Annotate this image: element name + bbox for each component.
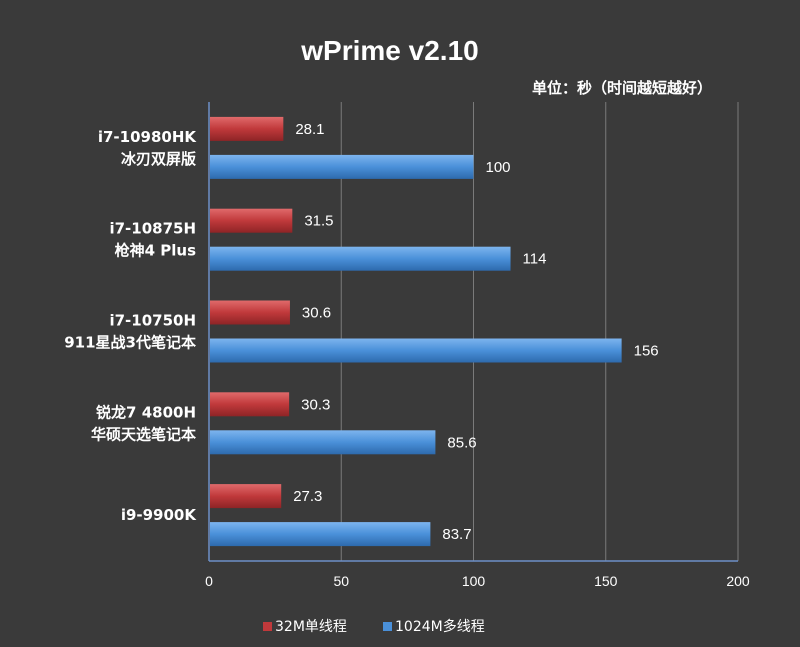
x-tick-label: 200	[726, 573, 750, 589]
category-label: 华硕天选笔记本	[91, 425, 196, 443]
data-label: 30.3	[301, 396, 330, 413]
legend-swatch	[263, 622, 272, 631]
category-label: i7-10875H	[109, 220, 196, 238]
bar-single-thread	[210, 208, 293, 233]
category-label: 锐龙7 4800H	[96, 403, 196, 421]
x-tick-label: 50	[333, 573, 349, 589]
legend-label: 32M单线程	[275, 619, 347, 635]
data-label: 100	[486, 159, 511, 176]
data-label: 83.7	[442, 526, 471, 543]
category-label: i7-10980HK	[98, 128, 198, 146]
x-tick-label: 0	[205, 573, 213, 589]
bar-single-thread	[210, 484, 282, 509]
bar-multi-thread	[210, 338, 622, 363]
data-label: 31.5	[304, 213, 333, 230]
category-label: 枪神4 Plus	[115, 242, 196, 260]
category-label: 911星战3代笔记本	[64, 334, 196, 352]
bar-single-thread	[210, 392, 290, 417]
chart-title: wPrime v2.10	[300, 35, 478, 66]
legend-swatch	[383, 622, 392, 631]
bar-single-thread	[210, 116, 284, 141]
legend-label: 1024M多线程	[395, 618, 485, 635]
bar-single-thread	[210, 300, 290, 325]
x-tick-label: 100	[462, 573, 486, 589]
bar-multi-thread	[210, 246, 511, 271]
category-label: 冰刃双屏版	[121, 150, 196, 168]
data-label: 28.1	[295, 121, 324, 138]
data-label: 27.3	[293, 488, 322, 505]
chart-subtitle: 单位：秒（时间越短越好）	[532, 79, 712, 97]
data-label: 85.6	[447, 434, 476, 451]
x-tick-label: 150	[594, 573, 618, 589]
bar-multi-thread	[210, 430, 436, 455]
bar-multi-thread	[210, 154, 474, 179]
data-label: 156	[634, 343, 659, 360]
data-label: 114	[523, 251, 547, 268]
category-label: i7-10750H	[109, 312, 196, 330]
data-label: 30.6	[302, 305, 331, 322]
category-label: i9-9900K	[121, 506, 198, 524]
bar-multi-thread	[210, 522, 431, 547]
